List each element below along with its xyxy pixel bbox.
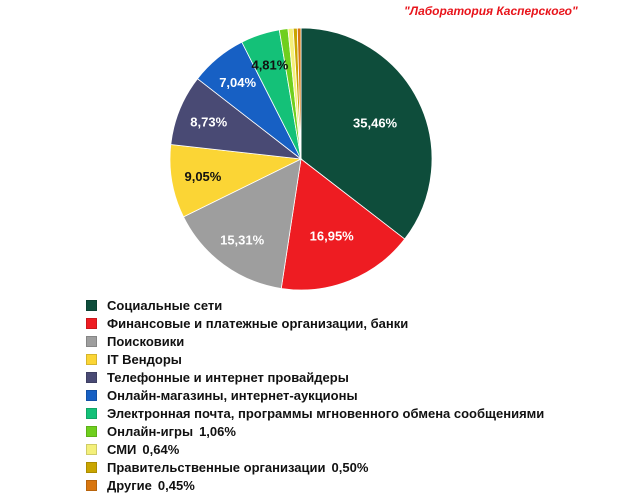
legend-label: Социальные сети <box>107 297 223 313</box>
legend-value: 0,45% <box>157 477 195 493</box>
legend-item-3: IT Вендоры <box>86 350 544 368</box>
legend-item-8: СМИ 0,64% <box>86 440 544 458</box>
legend-item-1: Финансовые и платежные организации, банк… <box>86 314 544 332</box>
legend-value: 1,06% <box>199 423 236 439</box>
pie-data-label-5: 7,04% <box>219 75 256 90</box>
pie-data-label-4: 8,73% <box>190 115 227 130</box>
legend-swatch <box>86 371 97 383</box>
legend-item-0: Социальные сети <box>86 296 544 314</box>
legend-item-9: Правительственные организации 0,50% <box>86 458 544 476</box>
pie-slice-1 <box>280 158 406 291</box>
legend-swatch <box>86 461 97 473</box>
legend-label: Другие <box>107 477 152 493</box>
legend-label: Правительственные организации <box>107 459 326 475</box>
legend-label: Онлайн-магазины, интернет-аукционы <box>107 387 358 403</box>
legend: Социальные сети Финансовые и платежные ор… <box>86 296 544 494</box>
legend-item-6: Электронная почта, программы мгновенного… <box>86 404 544 422</box>
legend-value: 0,50% <box>331 459 369 475</box>
legend-swatch <box>86 479 97 491</box>
legend-value: 0,64% <box>142 441 180 457</box>
legend-label: IT Вендоры <box>107 351 182 367</box>
legend-label: Телефонные и интернет провайдеры <box>107 369 349 385</box>
pie-data-label-2: 15,31% <box>220 232 265 247</box>
pie-data-labels: 35,46% 16,95% 15,31% 9,05% 8,73% 7,04% 4,81% <box>184 57 397 247</box>
legend-item-7: Онлайн-игры 1,06% <box>86 422 544 440</box>
legend-item-5: Онлайн-магазины, интернет-аукционы <box>86 386 544 404</box>
pie-slice-0 <box>300 27 433 240</box>
pie-data-label-6: 4,81% <box>251 57 288 72</box>
legend-label: Поисковики <box>107 333 185 349</box>
legend-swatch <box>86 317 97 329</box>
legend-label: Электронная почта, программы мгновенного… <box>107 405 545 421</box>
legend-label: Финансовые и платежные организации, банк… <box>107 315 409 331</box>
source-label: "Лаборатория Касперского" <box>404 4 578 18</box>
legend-item-4: Телефонные и интернет провайдеры <box>86 368 544 386</box>
legend-item-10: Другие 0,45% <box>86 476 544 494</box>
pie-slice-10 <box>296 27 302 160</box>
legend-label: Онлайн-игры <box>107 423 194 439</box>
pie-data-label-0: 35,46% <box>353 116 398 131</box>
pie-data-label-3: 9,05% <box>184 169 221 184</box>
legend-swatch <box>86 425 97 437</box>
legend-swatch <box>86 407 97 419</box>
legend-swatch <box>86 353 97 365</box>
legend-swatch <box>86 443 97 455</box>
legend-swatch <box>86 335 97 347</box>
pie-data-label-1: 16,95% <box>310 229 355 244</box>
pie-slice-2 <box>182 158 302 289</box>
pie-chart: 35,46% 16,95% 15,31% 9,05% 8,73% 7,04% 4,81% <box>169 27 433 291</box>
pie-slices <box>169 27 433 291</box>
legend-swatch <box>86 299 97 311</box>
legend-label: СМИ <box>107 441 137 457</box>
legend-item-2: Поисковики <box>86 332 544 350</box>
legend-swatch <box>86 389 97 401</box>
